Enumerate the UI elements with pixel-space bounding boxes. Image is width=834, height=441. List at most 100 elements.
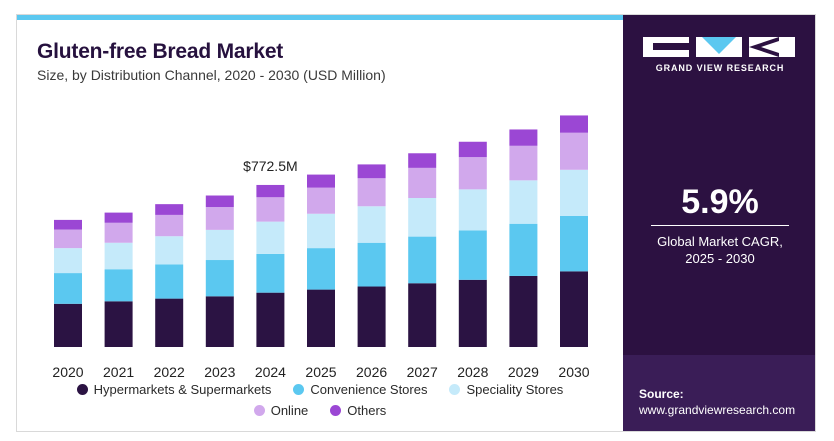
bar-segment-2030-0 bbox=[560, 271, 588, 347]
bar-segment-2030-1 bbox=[560, 215, 588, 272]
x-tick-label: 2025 bbox=[305, 364, 336, 380]
bar-segment-2020-2 bbox=[54, 248, 82, 274]
bar-segment-2027-3 bbox=[408, 167, 437, 199]
legend-label: Others bbox=[347, 403, 387, 418]
bar-segment-2023-3 bbox=[205, 207, 234, 230]
x-tick-label: 2027 bbox=[407, 364, 438, 380]
source-box: Source: www.grandviewresearch.com bbox=[623, 355, 815, 431]
bar-segment-2029-0 bbox=[509, 275, 538, 347]
bar-segment-2025-2 bbox=[307, 213, 335, 249]
bar-segment-2022-2 bbox=[155, 236, 184, 265]
bar-segment-2024-4 bbox=[256, 184, 285, 198]
bar-segment-2023-0 bbox=[205, 296, 234, 347]
value-annotation: $772.5M bbox=[243, 158, 297, 174]
bar-segment-2028-3 bbox=[458, 157, 487, 190]
legend-swatch bbox=[330, 405, 342, 416]
source-label: Source: bbox=[639, 387, 684, 401]
bar-segment-2021-4 bbox=[104, 212, 133, 223]
logo-mark-right bbox=[749, 37, 795, 57]
legend-item: Hypermarkets & Supermarkets bbox=[76, 382, 272, 397]
bar-segment-2030-3 bbox=[560, 132, 588, 170]
bar-segment-2022-3 bbox=[155, 214, 184, 237]
x-tick-label: 2023 bbox=[204, 364, 235, 380]
logo-marks bbox=[643, 37, 797, 57]
brand-name: GRAND VIEW RESEARCH bbox=[655, 63, 785, 73]
chart-subtitle: Size, by Distribution Channel, 2020 - 20… bbox=[37, 67, 386, 83]
legend-row: Hypermarkets & Supermarkets Convenience S… bbox=[17, 382, 623, 397]
cagr-label: Global Market CAGR, 2025 - 2030 bbox=[623, 233, 815, 267]
source-link[interactable]: www.grandviewresearch.com bbox=[639, 403, 796, 417]
bar-segment-2023-4 bbox=[205, 195, 234, 208]
bar-segment-2021-1 bbox=[104, 269, 133, 302]
bar-segment-2026-1 bbox=[357, 242, 386, 287]
bar-segment-2022-0 bbox=[155, 298, 184, 347]
infographic-card: Gluten-free Bread Market Size, by Distri… bbox=[16, 14, 816, 432]
x-tick-label: 2030 bbox=[558, 364, 589, 380]
bar-segment-2026-0 bbox=[357, 286, 386, 347]
bar-segment-2020-0 bbox=[54, 303, 82, 347]
bar-segment-2023-1 bbox=[205, 260, 234, 297]
bar-segment-2020-4 bbox=[54, 219, 82, 230]
x-tick-label: 2026 bbox=[356, 364, 387, 380]
legend-label: Convenience Stores bbox=[310, 382, 428, 397]
bar-segment-2026-4 bbox=[357, 164, 386, 179]
bar-segment-2020-3 bbox=[54, 229, 82, 249]
bar-segment-2027-1 bbox=[408, 236, 437, 284]
bar-segment-2026-3 bbox=[357, 178, 386, 207]
x-tick-label: 2028 bbox=[457, 364, 488, 380]
legend-swatch bbox=[253, 405, 265, 416]
bar-segment-2029-1 bbox=[509, 223, 538, 276]
bar-segment-2021-3 bbox=[104, 222, 133, 243]
logo-mark-center bbox=[696, 37, 742, 57]
cagr-label-line1: Global Market CAGR, bbox=[657, 234, 783, 249]
bar-segment-2027-0 bbox=[408, 283, 437, 347]
bar-segment-2022-1 bbox=[155, 264, 184, 299]
bar-segment-2025-1 bbox=[307, 248, 335, 290]
cagr-label-line2: 2025 - 2030 bbox=[685, 251, 755, 266]
bar-segment-2025-0 bbox=[307, 289, 335, 347]
bar-segment-2027-4 bbox=[408, 153, 437, 168]
legend-swatch bbox=[293, 384, 305, 395]
bar-segment-2028-2 bbox=[458, 189, 487, 231]
legend-label: Online bbox=[270, 403, 309, 418]
chart-title: Gluten-free Bread Market bbox=[37, 40, 284, 63]
bar-segment-2024-0 bbox=[256, 292, 285, 347]
bar-segment-2029-3 bbox=[509, 145, 538, 181]
legend-label: Hypermarkets & Supermarkets bbox=[93, 382, 272, 397]
legend-item: Speciality Stores bbox=[449, 382, 563, 397]
x-tick-label: 2029 bbox=[508, 364, 539, 380]
bar-segment-2024-1 bbox=[256, 253, 285, 293]
legend-item: Convenience Stores bbox=[293, 382, 427, 397]
bar-segment-2020-1 bbox=[54, 273, 82, 304]
bar-segment-2028-0 bbox=[458, 279, 487, 347]
x-tick-label: 2021 bbox=[103, 364, 134, 380]
legend-label: Speciality Stores bbox=[466, 382, 564, 397]
bar-segment-2029-4 bbox=[509, 129, 538, 146]
legend-item: Others bbox=[330, 403, 386, 418]
bar-segment-2027-2 bbox=[408, 198, 437, 237]
bar-segment-2028-1 bbox=[458, 230, 487, 280]
bar-segment-2023-2 bbox=[205, 229, 234, 261]
chart-legend: Hypermarkets & Supermarkets Convenience S… bbox=[17, 382, 623, 424]
bar-segment-2030-2 bbox=[560, 169, 588, 216]
stacked-bar-chart: 2020 2021 2022 2023 2024 2025 2026 2027 2028 2029… bbox=[52, 115, 590, 380]
legend-row: Online Others bbox=[17, 403, 623, 418]
sidebar-panel: GRAND VIEW RESEARCH 5.9% Global Market C… bbox=[623, 15, 815, 431]
bar-segment-2026-2 bbox=[357, 206, 386, 243]
bar-segment-2022-4 bbox=[155, 204, 184, 215]
bar-segment-2025-3 bbox=[307, 187, 335, 214]
brand-logo: GRAND VIEW RESEARCH bbox=[643, 37, 797, 73]
legend-swatch bbox=[76, 384, 88, 395]
legend-swatch bbox=[449, 384, 461, 395]
bar-segment-2024-3 bbox=[256, 197, 285, 222]
x-tick-label: 2020 bbox=[52, 364, 83, 380]
cagr-divider bbox=[651, 225, 789, 226]
bar-segment-2021-0 bbox=[104, 301, 133, 347]
chart-panel: Gluten-free Bread Market Size, by Distri… bbox=[17, 20, 623, 431]
accent-bar bbox=[17, 15, 623, 20]
bar-segment-2024-2 bbox=[256, 221, 285, 254]
bar-segment-2030-4 bbox=[560, 115, 588, 133]
bar-segment-2029-2 bbox=[509, 180, 538, 224]
cagr-value: 5.9% bbox=[681, 183, 759, 221]
logo-mark-left bbox=[643, 37, 689, 57]
